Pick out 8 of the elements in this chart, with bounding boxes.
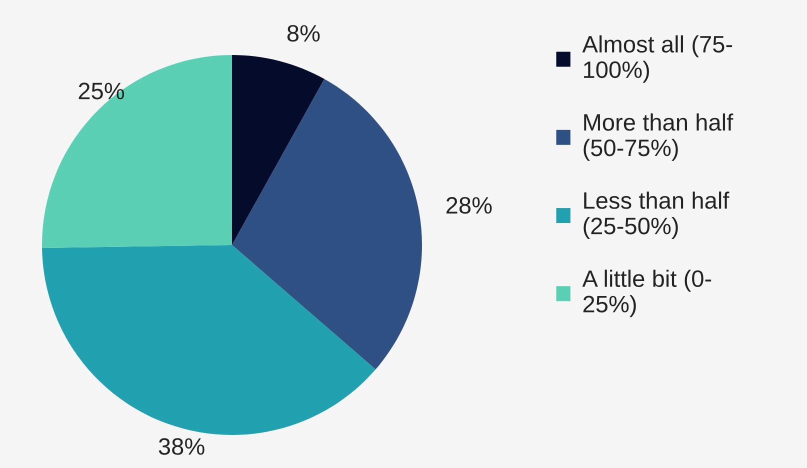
legend-label: Less than half (25-50%) bbox=[584, 192, 730, 239]
data-label: 8% bbox=[287, 24, 320, 42]
data-label: 28% bbox=[446, 197, 492, 214]
legend-label: More than half (50-75%) bbox=[584, 113, 734, 161]
legend-label: A little bit (0-25%) bbox=[582, 270, 712, 318]
legend-label: Almost all (75-100%) bbox=[582, 35, 732, 83]
data-label: 25% bbox=[78, 82, 124, 100]
data-label: 38% bbox=[158, 438, 204, 455]
